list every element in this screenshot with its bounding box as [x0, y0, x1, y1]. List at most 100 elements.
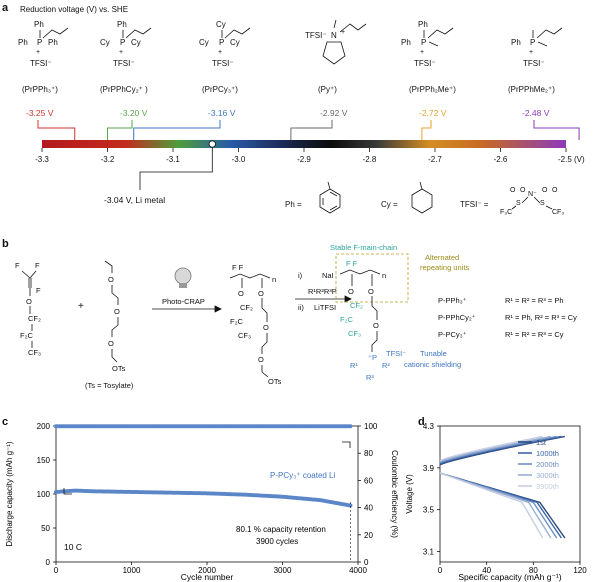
- panel-a-title: Reduction voltage (V) vs. SHE: [20, 5, 129, 14]
- panel-a-letter: a: [2, 2, 9, 14]
- scale-tick-label: -2.7: [428, 155, 442, 164]
- efficiency-point: [348, 424, 353, 429]
- scale-tick-label: -3.3: [35, 155, 49, 164]
- svg-text:TFSI⁻: TFSI⁻: [414, 59, 436, 68]
- repeating-label: repeating units: [420, 263, 469, 272]
- voltage-label: -3.25 V: [26, 108, 54, 118]
- svg-text:CF₃: CF₃: [238, 331, 251, 340]
- svg-text:CF₃: CF₃: [28, 348, 41, 357]
- shielding-label: cationic shielding: [404, 360, 461, 369]
- light-bulb-icon: [174, 267, 192, 288]
- svg-text:+: +: [341, 29, 345, 36]
- svg-text:Cy: Cy: [100, 38, 110, 47]
- polymer-definition: R¹ = R² = R³ = Cy: [505, 330, 564, 339]
- compound-label: (PrPPh₃⁺): [22, 85, 58, 94]
- y-tick-label: 4.3: [423, 422, 435, 431]
- series-legend-label: P-PCy₃⁺ coated Li: [270, 471, 336, 480]
- voltage-label: -2.72 V: [419, 108, 447, 118]
- y-tick-label: 3.9: [423, 464, 435, 473]
- svg-text:N⁻: N⁻: [528, 191, 537, 198]
- compound-label: (PrPPhMe₂⁺): [508, 85, 555, 94]
- reagent-phosphine: R¹R²R³P: [308, 287, 337, 296]
- charge-curve: [439, 435, 543, 462]
- svg-text:N: N: [331, 31, 337, 40]
- panel-d-chart: 0 40 80 120 3.1 3.5 3.9 4.3 1st 1000th 2000th 3000…: [405, 422, 587, 582]
- svg-text:O: O: [108, 275, 114, 284]
- svg-text:O: O: [373, 321, 379, 330]
- svg-text:P: P: [219, 38, 224, 47]
- voltage-leader: [421, 120, 432, 140]
- polymer-name: P-PCy₃⁺: [438, 330, 467, 339]
- legend-label: 1st: [536, 438, 547, 447]
- svg-text:TFSI⁻: TFSI⁻: [523, 59, 545, 68]
- voltage-label: -2.48 V: [522, 108, 550, 118]
- y-axis-label: Voltage (V): [405, 474, 414, 514]
- svg-text:Ph: Ph: [511, 38, 521, 47]
- charge-curve: [439, 435, 557, 464]
- product-polymer: F F n O O CF₂ F₂C CF₃ O ⁺P TFSI⁻ R¹ R² R…: [339, 259, 406, 382]
- svg-text:Cy: Cy: [230, 38, 240, 47]
- svg-text:O: O: [263, 323, 269, 332]
- svg-text:+: +: [420, 49, 424, 56]
- annotation-cycles: 3900 cycles: [256, 537, 298, 546]
- scale-tick-label: -2.5 (V): [558, 155, 585, 164]
- svg-text:F: F: [36, 286, 41, 295]
- svg-text:TFSI⁻: TFSI⁻: [386, 349, 406, 358]
- svg-text:n: n: [382, 271, 386, 280]
- voltage-label: -3.20 V: [120, 108, 148, 118]
- scale-tick-label: -2.6: [494, 155, 508, 164]
- svg-text:TFSI⁻: TFSI⁻: [30, 59, 52, 68]
- compound-label: (PrPCy₃⁺): [202, 85, 238, 94]
- annotation-rate: 10 C: [64, 542, 82, 552]
- svg-text:O: O: [552, 187, 558, 194]
- legend-cy-label: Cy =: [381, 200, 398, 209]
- voltage-spectrum-bar: [42, 140, 566, 148]
- compound-label: (PrPPh₂Me⁺): [409, 85, 456, 94]
- step-2-label: ii): [298, 303, 304, 312]
- svg-text:TFSI⁻: TFSI⁻: [113, 59, 135, 68]
- plot-frame: [439, 425, 581, 563]
- svg-text:+: +: [36, 49, 40, 56]
- svg-text:Ph: Ph: [418, 20, 428, 29]
- voltage-label: -2.92 V: [320, 108, 348, 118]
- x-axis-label: Cycle number: [181, 572, 234, 582]
- svg-text:F F: F F: [346, 259, 358, 268]
- x-tick-label: 2000: [198, 566, 216, 575]
- svg-text:F₂C: F₂C: [230, 317, 243, 326]
- compound-label: (Py⁺): [318, 85, 337, 94]
- li-metal-marker: [208, 140, 216, 148]
- voltage-leader: [107, 120, 133, 140]
- svg-text:F F: F F: [232, 263, 244, 272]
- svg-text:O: O: [510, 187, 516, 194]
- legend-label: 3000th: [536, 471, 559, 480]
- li-metal-leader: [139, 147, 213, 190]
- y-tick-label: 0: [46, 558, 51, 567]
- y-axis-label: Discharge capacity (mAh g⁻¹): [5, 441, 14, 546]
- svg-text:n: n: [272, 275, 276, 284]
- ots-label: OTs: [268, 377, 282, 386]
- legend-label: 1000th: [536, 449, 559, 458]
- svg-text:S: S: [540, 200, 545, 207]
- left-axis-arrow-icon: [63, 488, 72, 495]
- svg-text:P: P: [421, 38, 426, 47]
- voltage-leader: [533, 120, 580, 140]
- structure-prpph2me: Ph Ph P + TFSI⁻: [401, 20, 454, 68]
- voltage-leader: [133, 120, 221, 140]
- panel-c-letter: c: [2, 416, 9, 428]
- svg-text:Ph: Ph: [34, 20, 44, 29]
- panel-a-figure: Ph Ph P Ph + TFSI⁻ Ph Cy P Cy + TFSI⁻ Cy…: [18, 19, 585, 216]
- x-tick-label: 3000: [274, 566, 292, 575]
- charge-curve: [439, 435, 551, 463]
- svg-text:F₃C: F₃C: [500, 209, 512, 216]
- stable-chain-label: Stable F-main-chain: [330, 243, 397, 252]
- y2-tick-label: 20: [364, 531, 373, 540]
- plus-sign: +: [78, 301, 84, 312]
- legend-label: 3900th: [536, 482, 559, 491]
- svg-text:TFSI⁻: TFSI⁻: [305, 31, 327, 40]
- svg-text:⁺P: ⁺P: [368, 353, 377, 362]
- svg-text:P: P: [120, 38, 125, 47]
- y-tick-label: 200: [37, 422, 51, 431]
- y-tick-label: 3.5: [423, 506, 435, 515]
- y2-tick-label: 60: [364, 476, 373, 485]
- structure-prpphcy2: Ph Cy P Cy + TFSI⁻: [100, 20, 152, 68]
